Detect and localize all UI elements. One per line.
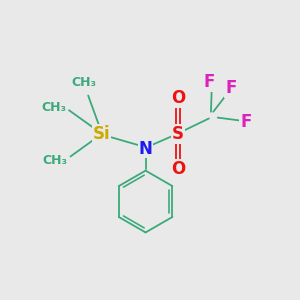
Text: F: F bbox=[240, 113, 251, 131]
Text: O: O bbox=[171, 160, 185, 178]
Text: S: S bbox=[172, 125, 184, 143]
Text: F: F bbox=[225, 79, 237, 97]
Text: Si: Si bbox=[93, 125, 110, 143]
Text: F: F bbox=[203, 73, 214, 91]
Text: N: N bbox=[139, 140, 152, 158]
Text: CH₃: CH₃ bbox=[41, 101, 66, 114]
Text: CH₃: CH₃ bbox=[71, 76, 96, 89]
Text: CH₃: CH₃ bbox=[43, 154, 68, 167]
Text: O: O bbox=[171, 89, 185, 107]
